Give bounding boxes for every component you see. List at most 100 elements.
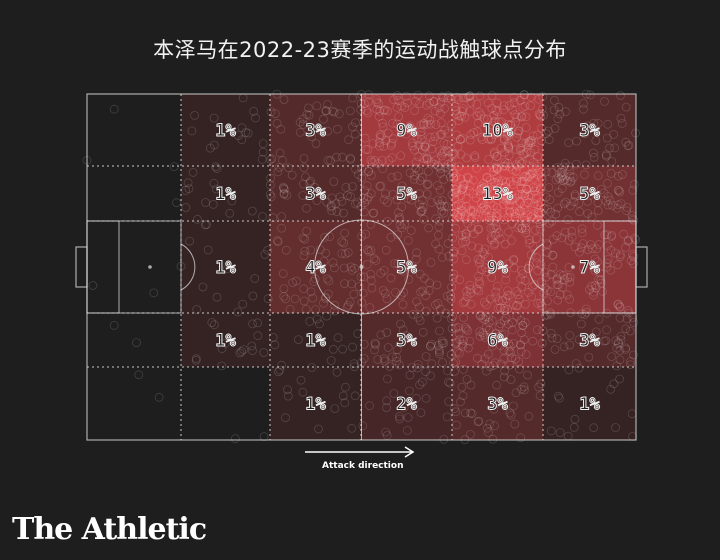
touch-marker xyxy=(517,112,527,122)
touch-marker xyxy=(511,166,521,176)
touch-marker xyxy=(605,143,614,153)
touch-marker xyxy=(344,135,353,145)
touch-marker xyxy=(331,152,341,162)
touch-marker xyxy=(493,332,503,342)
touch-marker xyxy=(515,221,524,231)
touch-marker xyxy=(479,114,489,124)
touch-marker xyxy=(238,299,248,309)
touch-marker xyxy=(272,236,282,246)
touch-marker xyxy=(498,296,508,305)
touch-marker xyxy=(462,292,472,302)
touch-marker xyxy=(235,348,245,358)
touch-marker xyxy=(500,182,510,192)
touch-marker xyxy=(601,151,611,161)
touch-marker xyxy=(492,281,502,291)
touch-marker xyxy=(298,233,308,243)
touch-marker xyxy=(447,282,457,292)
touch-marker xyxy=(548,262,558,272)
touch-marker xyxy=(603,178,612,188)
touch-marker xyxy=(613,260,623,270)
touch-marker xyxy=(614,339,623,349)
touch-marker xyxy=(337,196,347,206)
touch-marker xyxy=(366,219,376,229)
touch-marker xyxy=(283,163,293,173)
heat-cell-r1-c3 xyxy=(361,166,452,221)
touch-marker xyxy=(418,286,428,296)
touch-marker xyxy=(349,289,359,299)
touch-marker xyxy=(520,149,529,159)
touch-marker xyxy=(220,338,230,348)
touch-marker xyxy=(434,222,444,232)
touch-marker xyxy=(629,179,639,189)
touch-marker xyxy=(501,313,511,323)
touch-marker xyxy=(437,129,447,139)
touch-marker xyxy=(533,208,543,218)
touch-marker xyxy=(354,282,364,291)
touch-marker xyxy=(489,189,499,198)
touch-marker xyxy=(615,187,625,197)
touch-marker xyxy=(457,133,467,143)
touch-marker xyxy=(442,291,452,301)
touch-marker xyxy=(465,91,475,101)
touch-marker xyxy=(557,233,567,243)
touch-marker xyxy=(392,195,402,205)
touch-marker xyxy=(448,248,458,258)
touch-marker xyxy=(393,171,402,181)
touch-marker xyxy=(383,343,393,352)
touch-marker xyxy=(416,120,426,130)
touch-marker xyxy=(552,334,562,344)
touch-marker xyxy=(517,138,527,148)
touch-marker xyxy=(603,200,613,210)
touch-marker xyxy=(518,176,527,186)
touch-marker xyxy=(457,237,467,247)
touch-marker xyxy=(494,296,504,306)
zone-label-r3-c2: 1% xyxy=(305,331,326,351)
touch-marker xyxy=(279,183,288,193)
touch-marker xyxy=(455,135,465,145)
touch-marker xyxy=(489,240,499,250)
touch-marker xyxy=(407,126,417,135)
touch-marker xyxy=(298,120,308,129)
touch-marker xyxy=(253,331,263,341)
touch-marker xyxy=(320,232,330,242)
touch-marker xyxy=(555,290,565,300)
touch-marker xyxy=(395,414,405,424)
touch-marker xyxy=(188,167,198,177)
touch-marker xyxy=(499,329,509,339)
touch-marker xyxy=(474,286,484,296)
touch-marker xyxy=(519,382,529,392)
touch-marker xyxy=(461,255,471,265)
touch-marker xyxy=(475,331,485,341)
touch-marker xyxy=(591,327,601,337)
touch-marker xyxy=(474,416,484,426)
touch-marker xyxy=(484,215,494,225)
touch-marker xyxy=(492,331,502,341)
touch-marker xyxy=(388,134,398,144)
touch-marker xyxy=(337,152,347,162)
touch-marker xyxy=(474,224,484,234)
touch-marker xyxy=(400,219,410,229)
touch-marker xyxy=(519,200,529,210)
touch-marker xyxy=(398,325,408,335)
touch-marker xyxy=(350,199,360,209)
touch-marker xyxy=(548,250,558,260)
touch-marker xyxy=(405,121,415,131)
touch-marker xyxy=(607,352,616,362)
touch-marker xyxy=(509,339,518,348)
touch-marker xyxy=(134,370,144,380)
touch-marker xyxy=(417,206,427,215)
touch-marker xyxy=(395,213,405,222)
touch-marker xyxy=(510,212,520,222)
touch-marker xyxy=(400,262,410,272)
touch-marker xyxy=(424,223,434,233)
touch-marker xyxy=(516,274,526,284)
touch-marker xyxy=(443,163,453,173)
touch-marker xyxy=(338,391,348,401)
touch-marker xyxy=(476,181,486,191)
touch-marker xyxy=(424,91,434,101)
touch-marker xyxy=(475,255,485,265)
touch-marker xyxy=(402,425,412,435)
touch-marker xyxy=(512,176,521,186)
touch-marker xyxy=(283,385,292,395)
touch-marker xyxy=(461,194,471,204)
